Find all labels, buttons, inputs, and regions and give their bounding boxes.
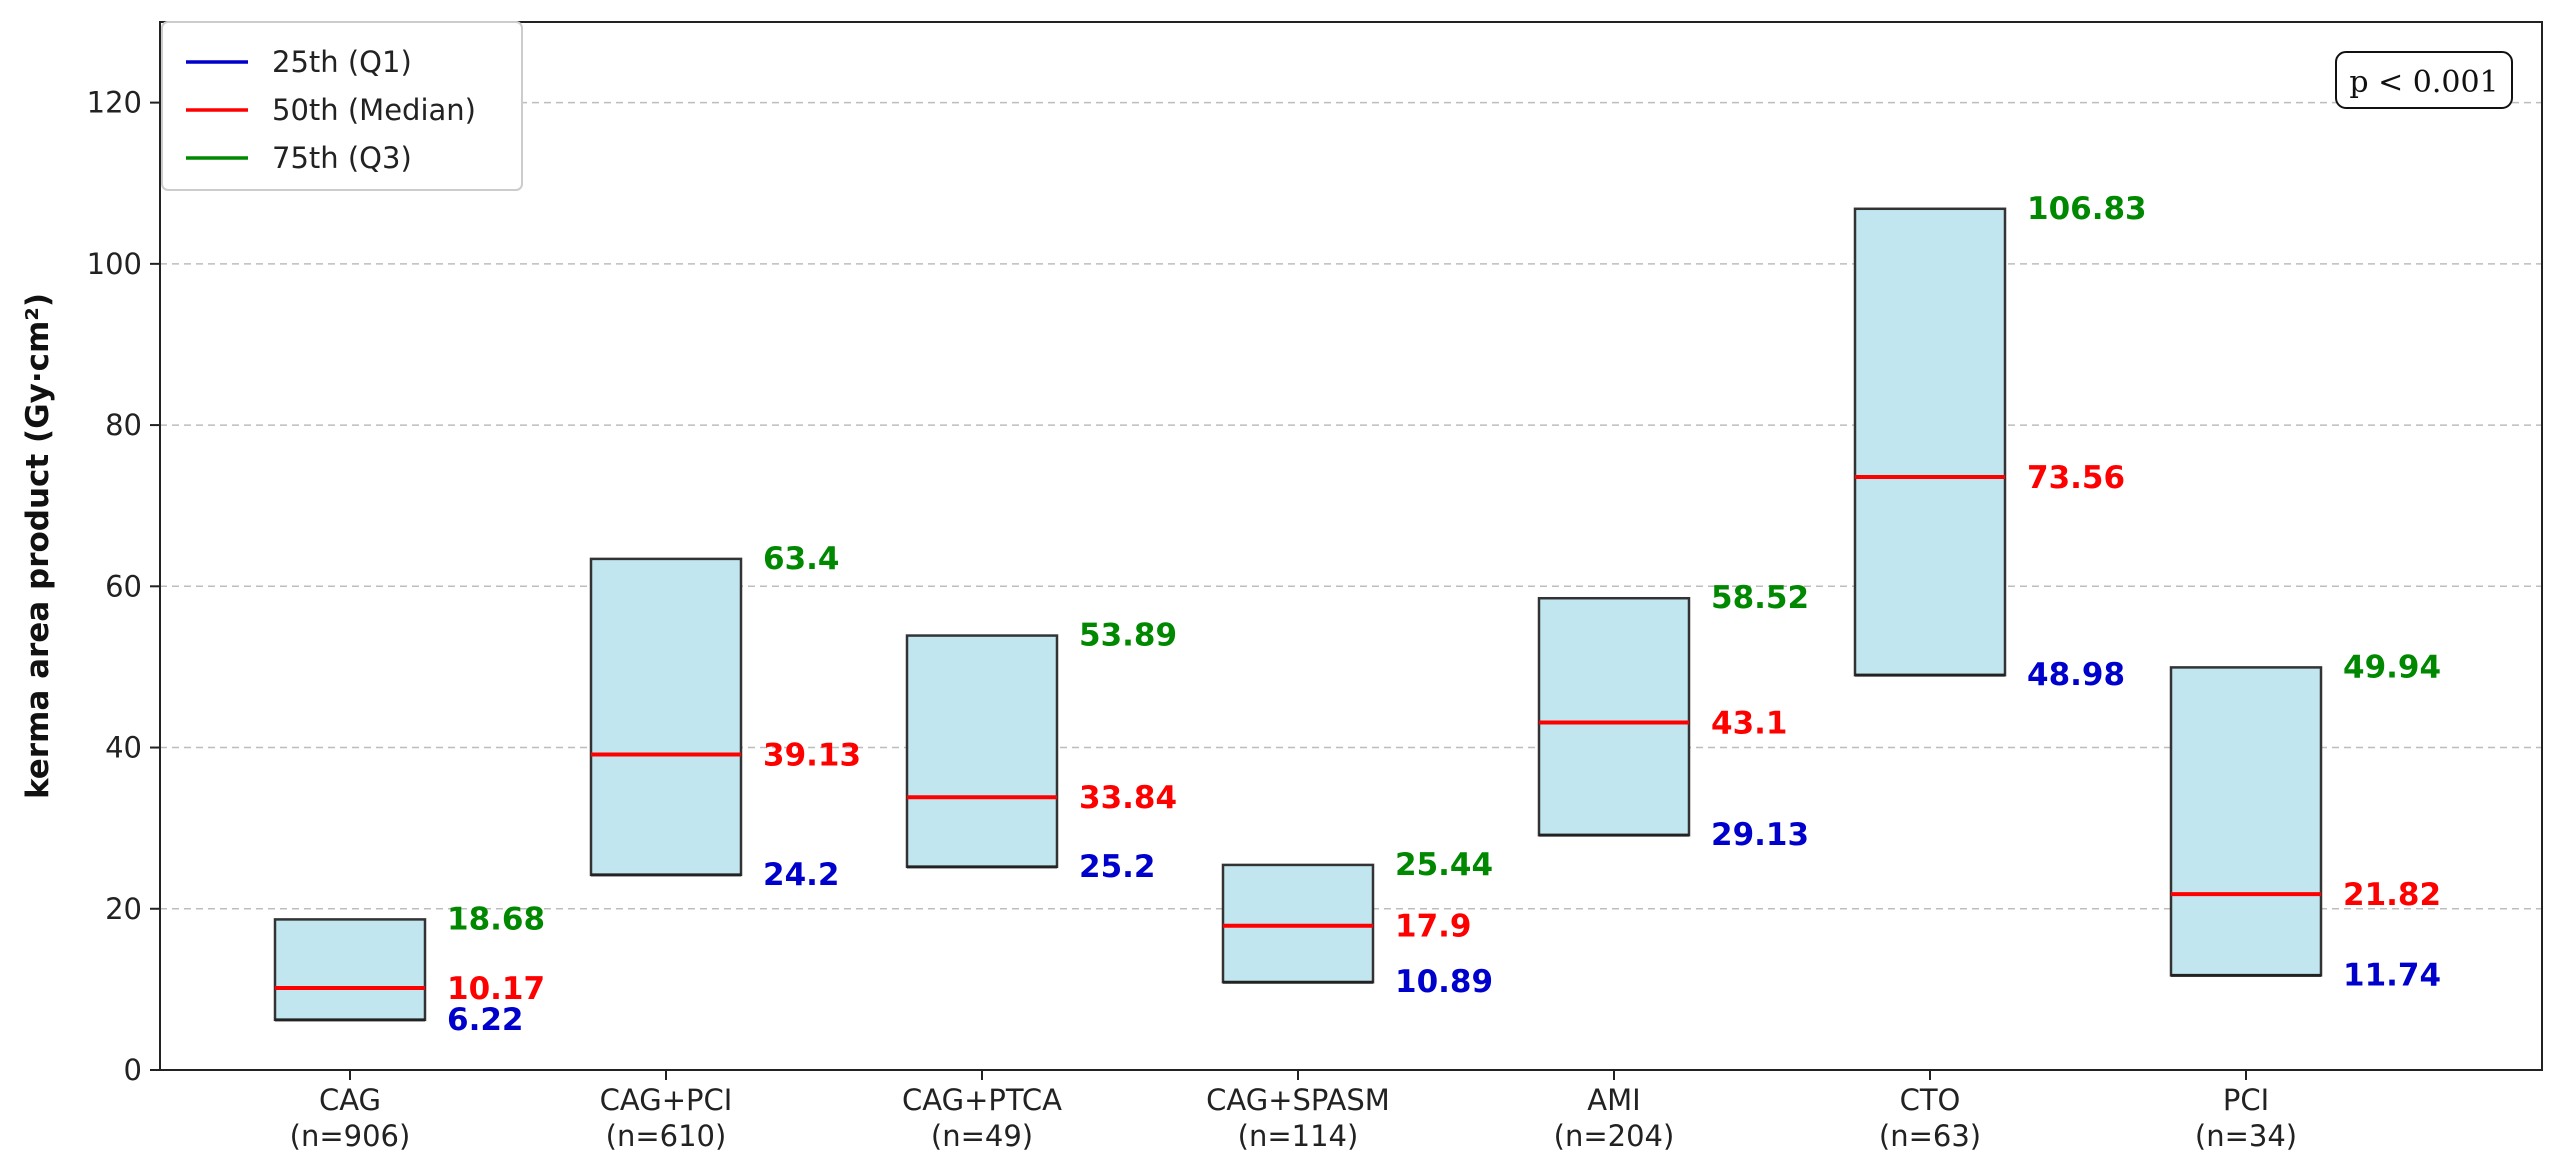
- q1-value-label: 29.13: [1711, 817, 1809, 853]
- category-label: CAG: [319, 1083, 381, 1117]
- iqr-box: [1221, 863, 1375, 984]
- iqr-box: [1853, 207, 2007, 677]
- category-n-label: (n=906): [290, 1119, 411, 1153]
- y-tick-label: 0: [124, 1053, 142, 1087]
- iqr-box: [905, 634, 1059, 869]
- y-tick-label: 100: [87, 247, 142, 281]
- category-label: PCI: [2223, 1083, 2269, 1117]
- category-n-label: (n=114): [1238, 1119, 1359, 1153]
- median-value-label: 10.17: [447, 971, 545, 1007]
- iqr-box: [589, 557, 743, 877]
- q3-value-label: 18.68: [447, 901, 545, 937]
- category-n-label: (n=610): [606, 1119, 727, 1153]
- y-tick-label: 20: [105, 892, 142, 926]
- q3-value-label: 58.52: [1711, 580, 1809, 616]
- median-value-label: 73.56: [2027, 460, 2125, 496]
- legend-entry-label: 75th (Q3): [272, 141, 412, 175]
- legend: 25th (Q1) 50th (Median) 75th (Q3): [161, 21, 523, 191]
- category-label: CAG+PTCA: [902, 1083, 1062, 1117]
- p-value-text: p < 0.001: [2349, 65, 2498, 100]
- iqr-box: [273, 918, 427, 1022]
- category-n-label: (n=63): [1879, 1119, 1981, 1153]
- q1-value-label: 11.74: [2343, 957, 2441, 993]
- grid-lines: [160, 101, 2542, 910]
- q3-value-label: 49.94: [2343, 649, 2441, 685]
- q1-value-label: 25.2: [1079, 849, 1156, 885]
- axes: 0 20 40 60 80 100 120 CAG(n=906) CAG+PCI(n=610) C…: [87, 21, 2543, 1153]
- q1-value-label: 6.22: [447, 1002, 524, 1038]
- q3-value-label: 53.89: [1079, 618, 1177, 654]
- y-axis-label: kerma area product (Gy·cm²): [20, 293, 56, 799]
- y-tick-label: 40: [105, 731, 142, 765]
- median-value-label: 43.1: [1711, 706, 1788, 742]
- median-value-label: 17.9: [1395, 909, 1472, 945]
- legend-entry-label: 25th (Q1): [272, 45, 412, 79]
- category-label: AMI: [1587, 1083, 1640, 1117]
- legend-entry-label: 50th (Median): [272, 93, 476, 127]
- y-tick-label: 120: [87, 86, 142, 120]
- plot-frame: [159, 21, 2543, 1071]
- q3-value-label: 25.44: [1395, 847, 1493, 883]
- legend-frame: [161, 21, 523, 191]
- q1-value-label: 24.2: [763, 857, 840, 893]
- category-n-label: (n=34): [2195, 1119, 2297, 1153]
- category-label: CTO: [1900, 1083, 1961, 1117]
- category-n-label: (n=204): [1554, 1119, 1675, 1153]
- iqr-box: [1537, 596, 1691, 837]
- category-label: CAG+PCI: [600, 1083, 733, 1117]
- iqr-boxes: [273, 207, 2323, 1022]
- q1-value-label: 10.89: [1395, 964, 1493, 1000]
- y-tick-label: 60: [105, 569, 142, 603]
- category-n-label: (n=49): [931, 1119, 1033, 1153]
- value-labels: 18.68 10.176.22 63.4 39.13 24.2 53.89 33.84 25.…: [447, 191, 2441, 1038]
- q3-value-label: 63.4: [763, 541, 840, 577]
- y-tick-label: 80: [105, 408, 142, 442]
- q1-value-label: 48.98: [2027, 657, 2125, 693]
- q3-value-label: 106.83: [2027, 191, 2147, 227]
- iqr-box: [2169, 666, 2323, 977]
- median-value-label: 33.84: [1079, 780, 1177, 816]
- median-value-label: 21.82: [2343, 877, 2441, 913]
- category-label: CAG+SPASM: [1206, 1083, 1390, 1117]
- median-value-label: 39.13: [763, 738, 861, 774]
- p-value-annotation: p < 0.001: [2335, 51, 2513, 109]
- p-value-frame: [2335, 51, 2513, 109]
